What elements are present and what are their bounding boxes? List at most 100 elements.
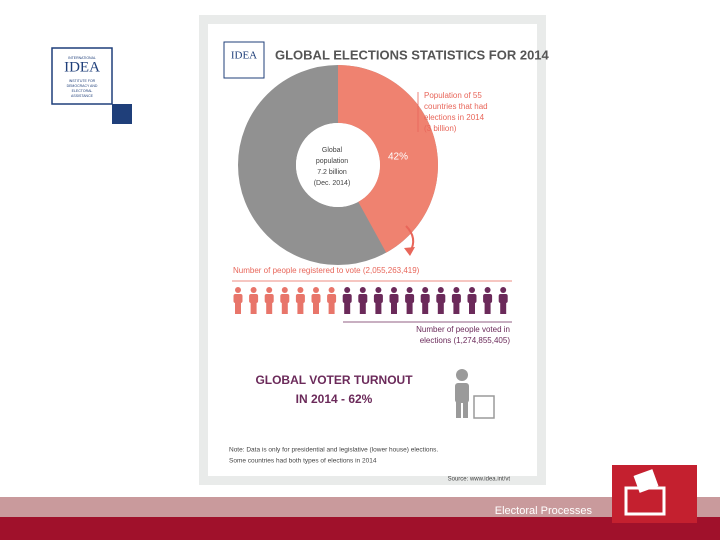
voted-line: Number of people voted in xyxy=(416,325,510,334)
person-legs xyxy=(422,302,429,314)
logo-frame xyxy=(51,47,113,105)
note: Note: Data is only for presidential and … xyxy=(229,447,438,465)
voter-body xyxy=(455,383,469,403)
arrowhead xyxy=(404,247,415,256)
logo-line: ASSISTANCE xyxy=(71,94,94,98)
turnout: GLOBAL VOTER TURNOUT IN 2014 - 62% xyxy=(255,373,413,406)
voter-leg xyxy=(463,402,468,418)
person-body xyxy=(327,294,337,303)
info-title: GLOBAL ELECTIONS STATISTICS FOR 2014 xyxy=(275,47,550,62)
donut-center: Global population 7.2 billion (Dec. 2014… xyxy=(314,147,351,187)
logo-line: ELECTORAL xyxy=(72,89,93,93)
source: Source: www.idea.int/vt xyxy=(448,477,511,483)
person-legs xyxy=(235,302,241,314)
people xyxy=(233,287,508,314)
person-head xyxy=(422,287,429,293)
person-legs xyxy=(391,302,397,314)
person-legs xyxy=(375,302,382,314)
person-body xyxy=(389,294,399,303)
person-legs xyxy=(359,302,366,314)
voter-icon xyxy=(455,369,495,419)
note-line: Some countries had both types of electio… xyxy=(229,458,377,465)
person-legs xyxy=(250,302,257,314)
person-body xyxy=(358,294,368,303)
ballot-box xyxy=(473,395,495,419)
person-head xyxy=(235,287,241,293)
logo-name: IDEA xyxy=(64,59,100,75)
person-body xyxy=(498,294,508,303)
donut-label: 42% xyxy=(388,152,408,163)
person-legs xyxy=(266,302,273,314)
person-body xyxy=(264,294,274,303)
turnout-line: GLOBAL VOTER TURNOUT xyxy=(255,373,413,387)
person-legs xyxy=(484,302,491,314)
registered-label: Number of people registered to vote (2,0… xyxy=(233,266,420,275)
center-line: 7.2 billion xyxy=(317,169,347,176)
person-legs xyxy=(281,302,288,314)
donut xyxy=(238,65,439,265)
logo-line: INTERNATIONAL xyxy=(68,56,96,60)
logo-square xyxy=(112,104,132,124)
person-body xyxy=(405,294,415,303)
person-legs xyxy=(469,302,475,314)
person-head xyxy=(266,287,273,293)
person-head xyxy=(250,287,257,293)
person-head xyxy=(453,287,460,293)
person-body xyxy=(249,294,259,303)
footer-bar xyxy=(0,517,720,540)
person-body xyxy=(311,294,321,303)
small-logo xyxy=(223,41,265,79)
footer-band xyxy=(0,497,720,517)
annotation: Population of 55 countries that had elec… xyxy=(424,91,488,133)
center-line: population xyxy=(316,158,348,165)
logo-line: INSTITUTE FOR xyxy=(69,79,96,83)
person-body xyxy=(373,294,383,303)
center-line: Global xyxy=(322,147,343,154)
voter-head xyxy=(456,369,468,381)
person-legs xyxy=(297,302,304,314)
person-head xyxy=(375,287,382,293)
voter-leg xyxy=(456,402,461,418)
person-head xyxy=(391,287,397,293)
voted-line: elections (1,274,855,405) xyxy=(420,336,511,345)
person-head xyxy=(359,287,366,293)
logo-line: DEMOCRACY AND xyxy=(67,84,98,88)
center-line: (Dec. 2014) xyxy=(314,180,351,187)
voted-label: Number of people voted in elections (1,2… xyxy=(416,325,510,345)
person-legs xyxy=(437,302,444,314)
annotation-line: Population of 55 xyxy=(424,91,482,100)
person-body xyxy=(280,294,290,303)
annotation-line: elections in 2014 xyxy=(424,113,485,122)
person-legs xyxy=(344,302,351,314)
footer-icon-paper xyxy=(633,469,659,493)
annotation-line: countries that had xyxy=(424,102,488,111)
person-legs xyxy=(406,302,413,314)
person-body xyxy=(233,294,243,303)
person-legs xyxy=(313,302,319,314)
person-body xyxy=(342,294,352,303)
person-body xyxy=(467,294,477,303)
person-body xyxy=(420,294,430,303)
annotation-line: (3 billion) xyxy=(424,124,457,133)
person-head xyxy=(313,287,319,293)
person-head xyxy=(297,287,304,293)
person-head xyxy=(328,287,335,293)
donut-segment xyxy=(338,65,439,253)
person-legs xyxy=(500,302,507,314)
person-head xyxy=(484,287,491,293)
person-body xyxy=(451,294,461,303)
person-body xyxy=(295,294,305,303)
small-logo-name: IDEA xyxy=(231,50,257,62)
footer-text: Electoral Processes xyxy=(495,505,593,517)
person-head xyxy=(437,287,444,293)
person-body xyxy=(436,294,446,303)
person-head xyxy=(281,287,288,293)
person-head xyxy=(500,287,507,293)
donut-hole xyxy=(296,123,380,207)
person-legs xyxy=(453,302,460,314)
person-head xyxy=(344,287,351,293)
person-body xyxy=(483,294,493,303)
turnout-line: IN 2014 - 62% xyxy=(296,392,373,406)
person-head xyxy=(469,287,475,293)
